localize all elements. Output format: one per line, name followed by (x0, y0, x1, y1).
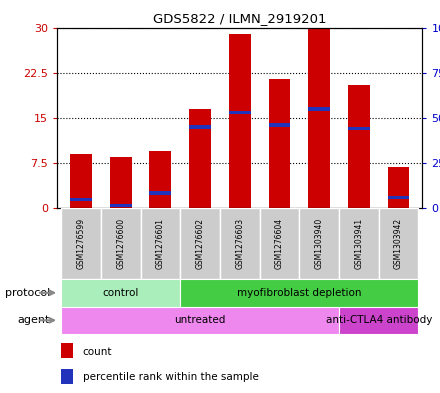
Bar (268, 123, 290, 127)
Bar (180, 279, 418, 307)
Text: protocol: protocol (5, 288, 50, 298)
Bar (189, 109, 211, 208)
Bar (189, 125, 211, 129)
Text: myofibroblast depletion: myofibroblast depletion (237, 288, 362, 298)
Text: agent: agent (18, 315, 50, 325)
Bar (150, 151, 171, 208)
Bar (110, 204, 132, 207)
Bar (61, 343, 73, 358)
Bar (61, 369, 73, 384)
Bar (379, 208, 418, 279)
Bar (268, 79, 290, 208)
Text: count: count (83, 347, 112, 357)
Bar (61, 307, 339, 334)
Text: GSM1276601: GSM1276601 (156, 218, 165, 269)
Bar (61, 279, 180, 307)
Text: anti-CTLA4 antibody: anti-CTLA4 antibody (326, 315, 432, 325)
Bar (150, 191, 171, 195)
Bar (308, 28, 330, 208)
Text: GSM1276604: GSM1276604 (275, 218, 284, 269)
Bar (339, 307, 418, 334)
Bar (388, 196, 410, 199)
Bar (229, 33, 251, 208)
Text: GSM1303940: GSM1303940 (315, 218, 324, 269)
Text: GSM1276602: GSM1276602 (196, 218, 205, 269)
Bar (299, 208, 339, 279)
Text: percentile rank within the sample: percentile rank within the sample (83, 372, 259, 382)
Text: GSM1276603: GSM1276603 (235, 218, 244, 269)
Bar (140, 208, 180, 279)
Bar (348, 127, 370, 130)
Text: GSM1276599: GSM1276599 (77, 218, 85, 269)
Bar (110, 157, 132, 208)
Text: untreated: untreated (174, 315, 226, 325)
Bar (101, 208, 140, 279)
Bar (388, 167, 410, 208)
Bar (61, 208, 101, 279)
Bar (308, 107, 330, 110)
Bar (229, 111, 251, 114)
Bar (260, 208, 299, 279)
Bar (348, 85, 370, 208)
Bar (180, 208, 220, 279)
Bar (70, 198, 92, 201)
Bar (70, 154, 92, 208)
Text: GSM1303942: GSM1303942 (394, 218, 403, 269)
Text: control: control (103, 288, 139, 298)
Text: GSM1276600: GSM1276600 (116, 218, 125, 269)
Bar (339, 208, 379, 279)
Bar (220, 208, 260, 279)
Text: GSM1303941: GSM1303941 (354, 218, 363, 269)
Title: GDS5822 / ILMN_2919201: GDS5822 / ILMN_2919201 (153, 12, 326, 25)
